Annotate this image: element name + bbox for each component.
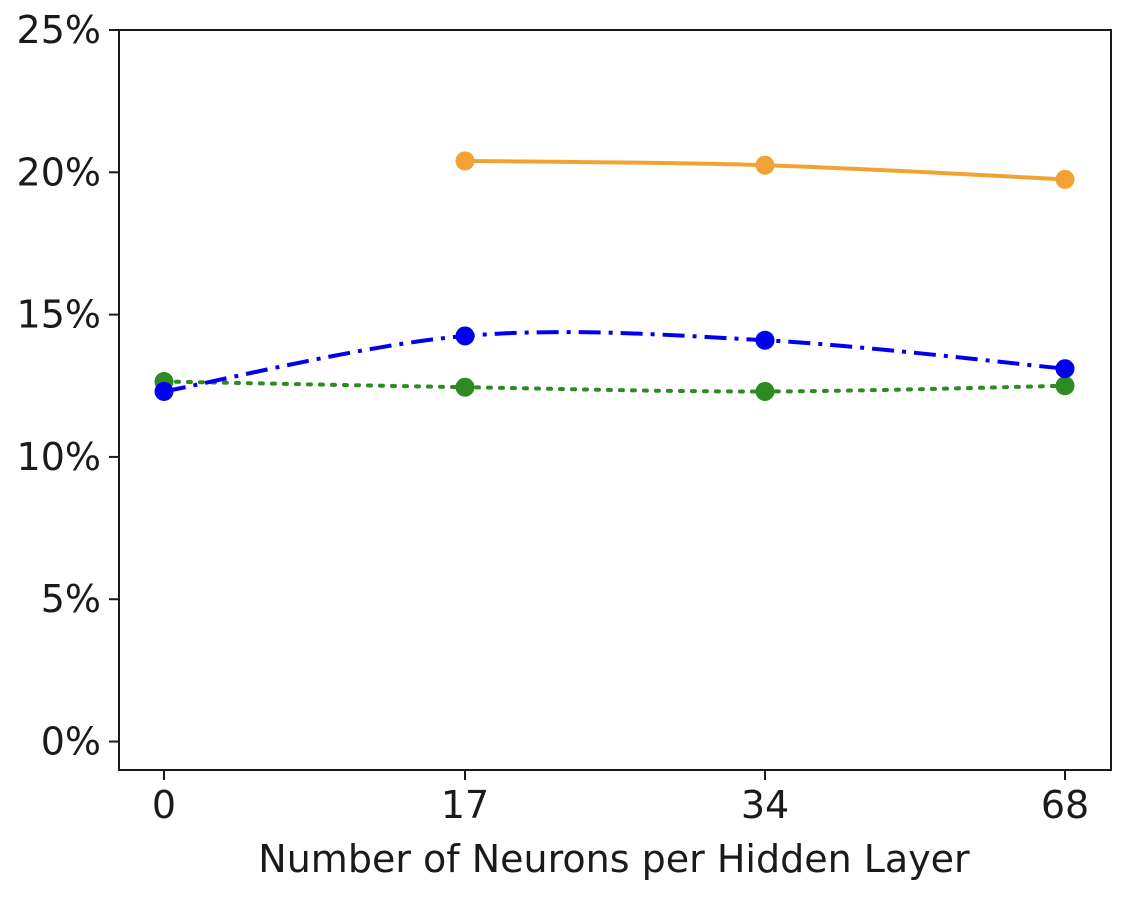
data-point bbox=[1055, 359, 1075, 379]
x-tick-label: 0 bbox=[152, 783, 176, 827]
x-tick-label: 68 bbox=[1041, 783, 1089, 827]
data-point bbox=[755, 330, 775, 350]
x-axis-label: Number of Neurons per Hidden Layer bbox=[258, 837, 970, 881]
series-layer bbox=[154, 151, 1075, 401]
data-point bbox=[1055, 376, 1075, 396]
data-point bbox=[154, 381, 174, 401]
y-tick-label: 5% bbox=[41, 577, 101, 621]
data-point bbox=[755, 155, 775, 175]
y-axis-ticks: 0% 5% 10% 15% 20% 25% bbox=[17, 8, 119, 764]
series-0 bbox=[455, 151, 1075, 189]
y-tick-label: 15% bbox=[17, 293, 101, 337]
x-axis-ticks: 0 17 34 68 bbox=[152, 770, 1089, 827]
data-point bbox=[455, 326, 475, 346]
data-point bbox=[455, 151, 475, 171]
series-line bbox=[163, 330, 1066, 394]
y-tick-label: 10% bbox=[17, 435, 101, 479]
x-tick-label: 34 bbox=[741, 783, 789, 827]
data-point bbox=[455, 377, 475, 397]
x-tick-label: 17 bbox=[441, 783, 489, 827]
series-line bbox=[162, 379, 1067, 394]
y-tick-label: 20% bbox=[17, 150, 101, 194]
data-point bbox=[1055, 169, 1075, 189]
data-point bbox=[755, 381, 775, 401]
series-1 bbox=[154, 326, 1075, 401]
y-tick-label: 25% bbox=[17, 8, 101, 52]
y-tick-label: 0% bbox=[41, 720, 101, 764]
plot-area bbox=[118, 29, 1112, 771]
